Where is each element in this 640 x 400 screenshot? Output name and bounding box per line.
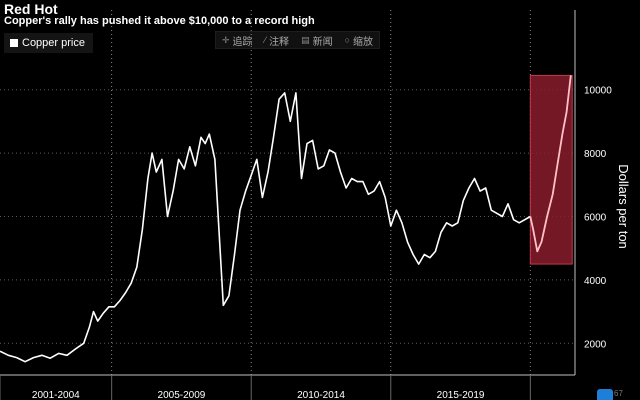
- pencil-icon: ⁄: [264, 35, 267, 45]
- zoom-icon: ○: [344, 35, 351, 45]
- y-tick-label: 2000: [584, 339, 607, 350]
- chart-subtitle: Copper's rally has pushed it above $10,0…: [4, 15, 315, 27]
- legend: Copper price: [4, 33, 93, 53]
- series-line-highlight: [529, 75, 572, 253]
- y-tick-label: 4000: [584, 276, 607, 287]
- series-line-copper-price: [0, 92, 531, 363]
- news-icon: ▤: [301, 34, 310, 45]
- legend-swatch: [10, 39, 18, 47]
- chart-toolbar: ✛ 追踪 ⁄ 注释 ▤ 新闻 ○ 缩放: [215, 31, 381, 49]
- tool-zoom-button[interactable]: ○ 缩放: [339, 32, 379, 48]
- tool-annotate-label: 注释: [269, 36, 290, 48]
- x-tick-label: 2015-2019: [437, 390, 485, 400]
- x-tick-label: 2005-2009: [158, 390, 206, 400]
- y-axis-title: Dollars per ton: [616, 164, 631, 249]
- x-tick-label: 2001-2004: [32, 390, 80, 400]
- badge-count: 67: [614, 389, 623, 398]
- y-tick-label: 8000: [584, 149, 607, 160]
- tool-annotate-button[interactable]: ⁄ 注释: [259, 32, 296, 48]
- highlight-region: [529, 74, 573, 265]
- tool-news-button[interactable]: ▤ 新闻: [295, 32, 339, 48]
- share-badge-icon[interactable]: [597, 389, 613, 400]
- y-tick-label: 6000: [584, 213, 607, 224]
- tool-track-label: 追踪: [232, 36, 253, 48]
- tool-zoom-label: 缩放: [353, 36, 374, 48]
- x-tick-label: 2010-2014: [297, 390, 345, 400]
- crosshair-icon: ✛: [222, 34, 230, 45]
- tool-track-button[interactable]: ✛ 追踪: [216, 32, 259, 48]
- y-tick-label: 10000: [584, 86, 612, 97]
- tool-news-label: 新闻: [312, 36, 333, 48]
- chart-title: Red Hot: [4, 1, 58, 17]
- legend-label: Copper price: [22, 37, 85, 49]
